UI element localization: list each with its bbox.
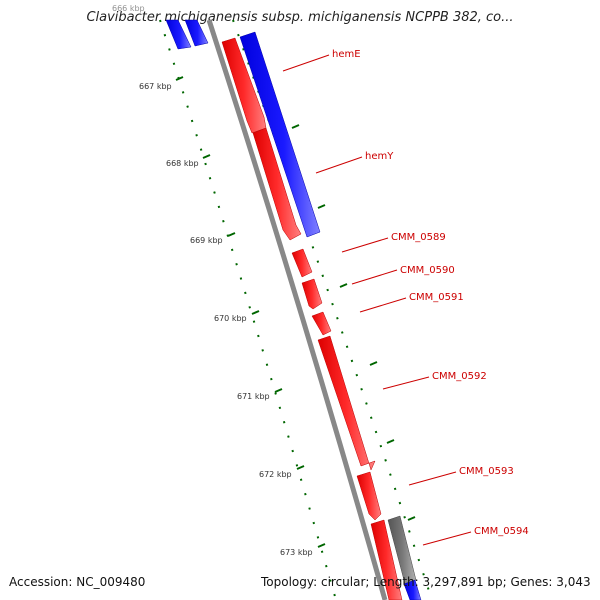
gene-hemY[interactable] [239,31,321,238]
gene-label-hemE: hemE [332,49,361,60]
kbp-label: 672 kbp [259,470,292,479]
kbp-labels: 666 kbp 667 kbp 668 kbp 669 kbp 670 kbp … [112,4,313,557]
ruler-ticks [159,19,433,600]
kbp-label: 667 kbp [139,82,172,91]
gene-label-CMM_0589: CMM_0589 [391,232,446,243]
kbp-label: 666 kbp [112,4,145,13]
label-leaders [282,54,472,546]
gene-label-CMM_0592: CMM_0592 [432,371,487,382]
kbp-label: 670 kbp [214,314,247,323]
gene-label-CMM_0590: CMM_0590 [400,265,455,276]
major-tick [339,283,348,288]
major-tick [407,516,416,521]
gene-labels: hemE hemY CMM_0589 CMM_0590 CMM_0591 CMM… [332,49,529,537]
gene-feature [165,19,192,50]
gene-CMM_0591-b[interactable] [311,311,332,336]
major-tick [317,204,326,209]
major-tick [291,124,300,129]
gene-CMM_0592[interactable] [317,335,376,471]
ruler-right [232,19,433,600]
major-tick [274,388,283,393]
gene-feature-blue[interactable] [403,579,422,600]
major-tick [227,232,236,237]
gene-label-CMM_0593: CMM_0593 [459,466,514,477]
major-tick [202,154,211,159]
gene-label-hemY: hemY [365,151,394,162]
gene-feature-gray[interactable] [387,515,417,585]
gene-CMM_0594[interactable] [370,519,403,600]
gene-CMM_0593[interactable] [356,471,382,521]
major-tick [251,310,260,315]
gene-label-CMM_0591: CMM_0591 [409,292,464,303]
major-tick [386,439,395,444]
gene-CMM_0590[interactable] [291,248,313,278]
major-tick [175,76,184,81]
major-tick [369,361,378,366]
gene-label-CMM_0594: CMM_0594 [474,526,529,537]
reverse-genes-top[interactable] [165,19,209,50]
major-tick [317,543,326,548]
kbp-label: 671 kbp [237,392,270,401]
kbp-label: 673 kbp [280,548,313,557]
gene-feature [184,19,209,47]
kbp-label: 668 kbp [166,159,199,168]
gene-CMM_0591[interactable] [301,278,323,310]
major-tick [296,465,305,470]
genome-summary-text: Topology: circular; Length: 3,297,891 bp… [261,575,591,589]
kbp-label: 669 kbp [190,236,223,245]
genome-backbone [206,19,388,600]
accession-text: Accession: NC_009480 [9,575,146,589]
gene-CMM_0589[interactable] [252,127,302,241]
